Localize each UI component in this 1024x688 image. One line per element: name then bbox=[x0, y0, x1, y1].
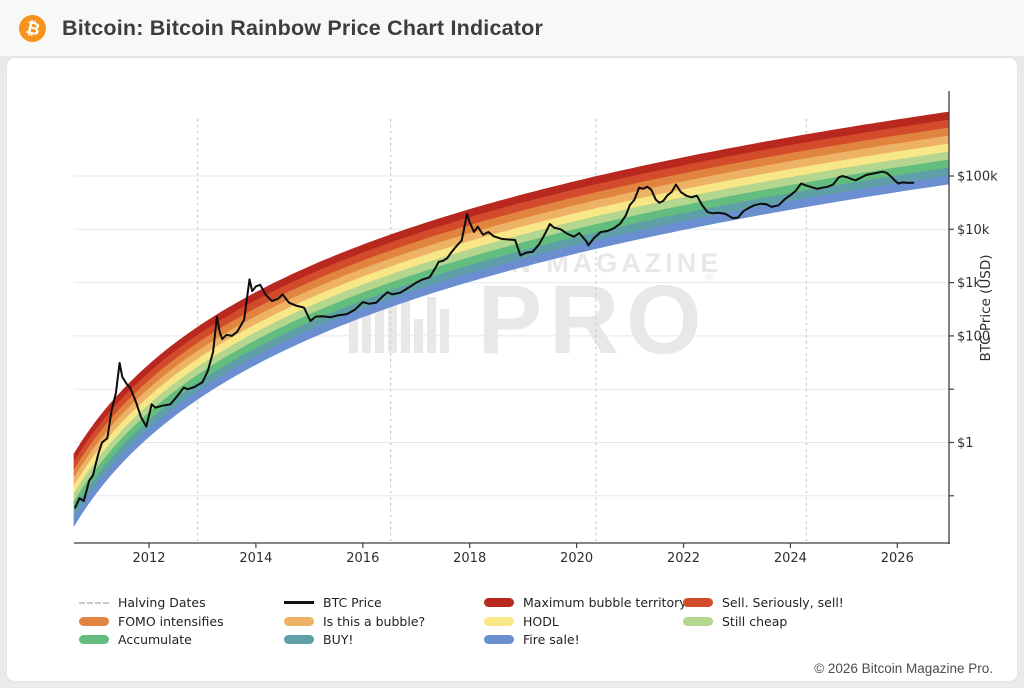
legend-item[interactable]: Accumulate bbox=[79, 632, 224, 647]
legend-label: Still cheap bbox=[722, 613, 788, 629]
watermark-logo-bar bbox=[414, 319, 423, 353]
tick-labels: 2012 2014 2016 2018 2020 2022 2024 2026 $100k $10… bbox=[132, 170, 998, 567]
copyright: © 2026 Bitcoin Magazine Pro. bbox=[814, 661, 993, 676]
bitcoin-logo-icon: ₿ bbox=[19, 15, 46, 42]
y-tick-label: $1 bbox=[957, 436, 974, 451]
legend-label: Sell. Seriously, sell! bbox=[722, 595, 844, 610]
legend-label: BTC Price bbox=[323, 595, 382, 610]
chart-card: BITCOIN MAGAZINE ® PRO 2012 2014 2016 2018 2… bbox=[6, 57, 1018, 682]
legend-item[interactable]: BTC Price bbox=[284, 595, 425, 610]
legend-column: BTC Price Is this a bubble? BUY! bbox=[284, 595, 426, 647]
watermark-logo-bar bbox=[401, 289, 410, 353]
watermark-logo-bar bbox=[388, 301, 397, 353]
legend-item[interactable]: Halving Dates bbox=[79, 595, 224, 610]
legend-swatch-band-icon bbox=[484, 635, 514, 644]
registered-trademark-icon: ® bbox=[705, 271, 714, 285]
y-tick-label: $100 bbox=[957, 329, 990, 344]
watermark-logo-bar bbox=[440, 309, 449, 353]
watermark-logo-bar bbox=[375, 281, 384, 353]
x-tick-label: 2016 bbox=[346, 551, 379, 566]
page-title: Bitcoin: Bitcoin Rainbow Price Chart Ind… bbox=[62, 16, 544, 40]
y-tick-label: $100k bbox=[957, 170, 998, 185]
watermark-logo-bar bbox=[362, 295, 371, 353]
legend: Halving Dates FOMO intensifies Accumulate B… bbox=[7, 595, 1017, 658]
legend-item[interactable]: BUY! bbox=[284, 632, 425, 647]
watermark-logo-icon bbox=[349, 281, 449, 353]
x-tick-label: 2026 bbox=[881, 551, 914, 566]
x-tick-label: 2014 bbox=[239, 551, 272, 566]
y-tick-label: $10k bbox=[957, 223, 990, 238]
legend-label: FOMO intensifies bbox=[118, 613, 224, 629]
legend-column: Maximum bubble territory HODL Fire sale! bbox=[484, 595, 687, 647]
axes bbox=[74, 91, 954, 548]
legend-swatch-band-icon bbox=[484, 616, 514, 626]
legend-swatch-band-icon bbox=[484, 598, 514, 607]
legend-label: HODL bbox=[523, 613, 559, 629]
btc-price-line bbox=[74, 170, 915, 509]
header: ₿ Bitcoin: Bitcoin Rainbow Price Chart I… bbox=[0, 0, 1024, 57]
legend-label: Is this a bubble? bbox=[323, 613, 426, 629]
btc-price-line-group bbox=[74, 170, 915, 509]
legend-item[interactable]: Fire sale! bbox=[484, 632, 687, 647]
watermark-logo-bar bbox=[349, 313, 358, 353]
x-tick-label: 2020 bbox=[560, 551, 593, 566]
legend-column: Sell. Seriously, sell! Still cheap bbox=[683, 595, 844, 629]
x-tick-label: 2018 bbox=[453, 551, 486, 566]
y-axis-title: BTC Price (USD) bbox=[978, 254, 994, 361]
x-tick-label: 2012 bbox=[132, 551, 165, 566]
legend-swatch-band-icon bbox=[79, 635, 109, 644]
legend-item[interactable]: Maximum bubble territory bbox=[484, 595, 687, 610]
legend-swatch-band-icon bbox=[79, 616, 109, 626]
watermark-logo-bar bbox=[427, 297, 436, 353]
legend-swatch-band-icon bbox=[284, 635, 314, 644]
legend-swatch-line-icon bbox=[284, 601, 314, 604]
legend-label: Accumulate bbox=[118, 632, 192, 647]
legend-label: Halving Dates bbox=[118, 595, 206, 610]
legend-swatch-dash-icon bbox=[79, 601, 109, 604]
legend-item[interactable]: Still cheap bbox=[683, 613, 844, 629]
y-tick-label: $1k bbox=[957, 276, 982, 291]
rainbow-chart: BITCOIN MAGAZINE ® PRO 2012 2014 2016 2018 2… bbox=[73, 91, 998, 567]
x-tick-label: 2022 bbox=[667, 551, 700, 566]
legend-label: BUY! bbox=[323, 632, 354, 647]
legend-swatch-band-icon bbox=[284, 616, 314, 626]
legend-label: Fire sale! bbox=[523, 632, 580, 647]
x-tick-label: 2024 bbox=[774, 551, 807, 566]
watermark-text-pro: PRO bbox=[477, 265, 708, 374]
legend-swatch-band-icon bbox=[683, 598, 713, 607]
legend-column: Halving Dates FOMO intensifies Accumulate bbox=[79, 595, 224, 647]
legend-label: Maximum bubble territory bbox=[523, 595, 687, 610]
legend-item[interactable]: Sell. Seriously, sell! bbox=[683, 595, 844, 610]
legend-item[interactable]: Is this a bubble? bbox=[284, 613, 426, 629]
legend-item[interactable]: FOMO intensifies bbox=[79, 613, 224, 629]
bitcoin-glyph: ₿ bbox=[23, 17, 42, 40]
legend-item[interactable]: HODL bbox=[484, 613, 687, 629]
legend-swatch-band-icon bbox=[683, 616, 713, 626]
